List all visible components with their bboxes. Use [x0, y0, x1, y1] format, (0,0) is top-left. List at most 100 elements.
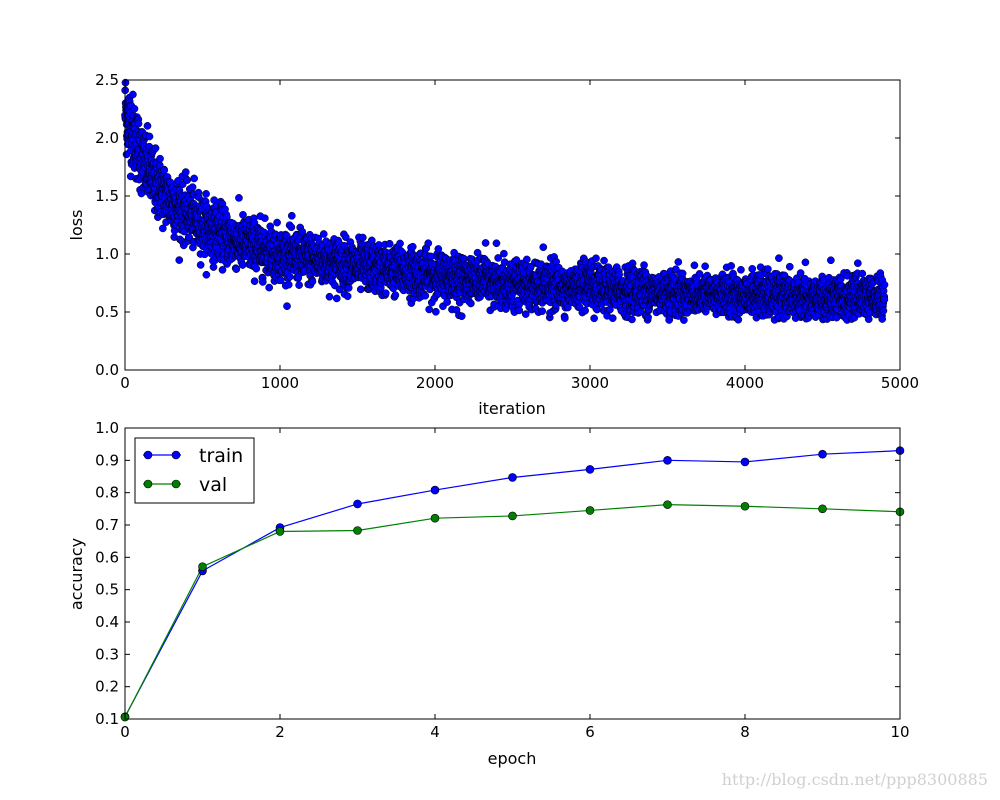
loss-point [467, 299, 475, 308]
loss-point [592, 254, 600, 263]
loss-point [443, 298, 452, 306]
accuracy-x-tick-label: 2 [275, 723, 285, 741]
loss-point [644, 313, 652, 322]
loss-point [880, 295, 889, 304]
loss-point [674, 258, 683, 266]
loss-chart: 0 1000 2000 3000 4000 5000 0.00.51.01.52.02.5… [67, 71, 919, 418]
loss-point [265, 283, 274, 292]
loss-point [158, 224, 167, 233]
loss-point [285, 272, 294, 281]
loss-point [727, 262, 736, 270]
loss-y-tick-label: 2.5 [95, 71, 119, 89]
loss-point [145, 132, 154, 141]
loss-point [129, 90, 137, 99]
loss-point [492, 239, 501, 248]
loss-point [287, 223, 296, 232]
loss-point [425, 305, 434, 314]
accuracy-y-tick-label: 0.1 [95, 710, 119, 728]
loss-point [344, 284, 353, 292]
accuracy-x-tick-label: 0 [120, 723, 130, 741]
accuracy-x-tick-label: 6 [585, 723, 595, 741]
loss-point [308, 277, 317, 286]
loss-point [521, 310, 530, 318]
loss-point [202, 270, 211, 279]
loss-x-tick-label: 5000 [881, 374, 919, 392]
loss-point [381, 289, 390, 298]
accuracy-point-val [663, 500, 672, 509]
loss-point [218, 266, 227, 274]
loss-point [590, 314, 598, 323]
accuracy-point-train [585, 465, 595, 474]
accuracy-point-val [508, 511, 517, 521]
loss-point [640, 261, 648, 269]
loss-y-tick-label: 0.0 [95, 361, 119, 379]
loss-point [600, 256, 608, 265]
accuracy-point-train [818, 449, 827, 459]
loss-point [515, 306, 524, 315]
loss-point [764, 265, 772, 273]
loss-point [680, 316, 688, 324]
loss-point [628, 315, 636, 324]
loss-y-tick-label: 2.0 [95, 129, 119, 147]
loss-x-tick-label: 2000 [416, 374, 454, 392]
accuracy-point-train [508, 473, 517, 482]
loss-point [175, 256, 184, 264]
loss-point [325, 292, 334, 301]
loss-point [827, 256, 835, 265]
loss-x-tick-label: 3000 [571, 374, 609, 392]
loss-point [391, 291, 400, 299]
loss-y-tick-label: 0.5 [95, 303, 119, 321]
loss-point [298, 227, 307, 236]
loss-point [343, 292, 352, 301]
loss-point [775, 254, 783, 263]
accuracy-point-train [663, 456, 672, 465]
loss-point [539, 243, 548, 252]
loss-point [678, 269, 687, 278]
loss-point [160, 166, 169, 175]
accuracy-point-val [585, 506, 595, 515]
loss-point [879, 306, 888, 315]
loss-point [287, 211, 296, 220]
loss-y-tick-label: 1.0 [95, 245, 119, 263]
loss-point [238, 261, 247, 269]
loss-point [188, 183, 197, 192]
accuracy-point-train [353, 499, 362, 509]
loss-point [864, 315, 873, 324]
loss-point [239, 210, 247, 219]
loss-point [421, 291, 430, 300]
loss-x-axis-label: iteration [478, 399, 546, 418]
accuracy-x-tick-label: 4 [430, 723, 440, 741]
loss-point [273, 218, 281, 227]
loss-y-axis-label: loss [67, 210, 86, 241]
loss-point [457, 312, 466, 321]
accuracy-point-val [353, 526, 362, 535]
loss-point [181, 168, 190, 176]
loss-point [209, 263, 218, 271]
loss-point [319, 230, 328, 238]
loss-point [151, 144, 160, 152]
loss-point [156, 154, 164, 163]
loss-point [581, 306, 589, 315]
loss-point [202, 190, 210, 198]
accuracy-point-val [198, 562, 207, 572]
accuracy-point-train [740, 457, 750, 467]
loss-y-tick-label: 1.5 [95, 187, 119, 205]
loss-point [396, 239, 404, 248]
accuracy-y-tick-label: 0.2 [95, 678, 119, 696]
loss-point [134, 119, 143, 128]
loss-point [260, 214, 269, 223]
loss-point [235, 194, 243, 202]
loss-point [130, 104, 139, 113]
loss-point [801, 258, 810, 267]
loss-point [190, 174, 198, 183]
loss-point [734, 315, 743, 324]
loss-point [276, 276, 285, 285]
loss-point [701, 262, 709, 271]
loss-point [295, 281, 303, 289]
loss-point [785, 262, 794, 271]
accuracy-chart: 0 2 4 6 8 10 0.10.20.30.40.50.60.70.80.91.0 e… [67, 419, 910, 768]
loss-point [737, 265, 745, 274]
loss-point [608, 314, 617, 323]
loss-x-tick-label: 0 [120, 374, 130, 392]
